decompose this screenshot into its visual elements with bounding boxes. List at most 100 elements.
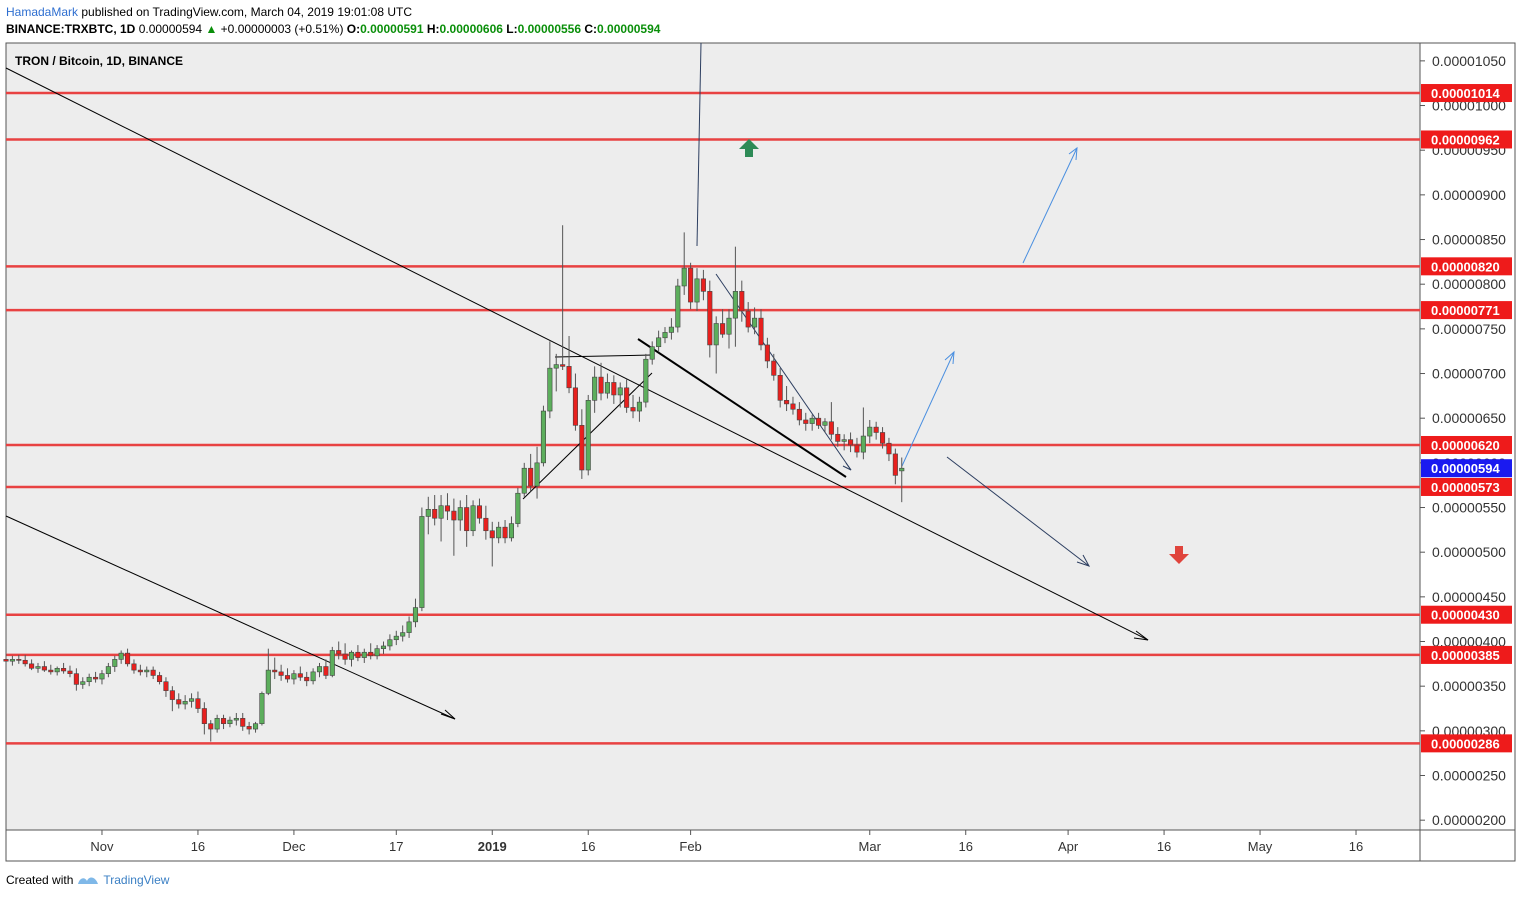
candle-down[interactable]: [848, 432, 854, 453]
candle-up[interactable]: [496, 521, 502, 544]
candle-down[interactable]: [342, 643, 348, 665]
candle-up[interactable]: [316, 662, 323, 678]
candle-up[interactable]: [86, 673, 92, 687]
candle-up[interactable]: [310, 668, 316, 685]
candle-down[interactable]: [796, 402, 802, 426]
candle-up[interactable]: [329, 646, 335, 678]
candle-up[interactable]: [540, 405, 546, 467]
candle-down[interactable]: [873, 421, 879, 440]
candle-up[interactable]: [732, 246, 738, 347]
candle-down[interactable]: [803, 412, 809, 431]
candle-down[interactable]: [208, 720, 214, 742]
candle-down[interactable]: [720, 309, 726, 338]
candle-down[interactable]: [336, 641, 342, 660]
candle-down[interactable]: [739, 280, 745, 322]
candle-up[interactable]: [515, 487, 521, 528]
candle-down[interactable]: [489, 521, 495, 567]
candle-down[interactable]: [48, 664, 54, 675]
candle-up[interactable]: [649, 341, 655, 365]
candle-up[interactable]: [547, 341, 553, 419]
candle-down[interactable]: [355, 645, 361, 662]
candle-down[interactable]: [451, 498, 457, 556]
candle-up[interactable]: [592, 366, 598, 413]
candle-down[interactable]: [566, 336, 572, 394]
candle-up[interactable]: [227, 716, 233, 728]
candle-down[interactable]: [771, 353, 777, 381]
candle-up[interactable]: [35, 662, 41, 673]
candle-up[interactable]: [118, 650, 124, 664]
candle-up[interactable]: [585, 394, 591, 476]
candle-up[interactable]: [438, 495, 444, 542]
candle-up[interactable]: [521, 462, 527, 497]
candle-down[interactable]: [3, 654, 9, 665]
candle-down[interactable]: [758, 309, 764, 351]
candle-up[interactable]: [419, 507, 425, 612]
candle-down[interactable]: [572, 373, 578, 431]
candle-down[interactable]: [886, 437, 892, 462]
candle-up[interactable]: [252, 721, 259, 733]
candle-down[interactable]: [220, 714, 227, 730]
candle-up[interactable]: [675, 278, 681, 333]
candle-up[interactable]: [617, 382, 623, 408]
candle-down[interactable]: [61, 662, 67, 674]
trendline-wedge-top[interactable]: [715, 273, 852, 471]
candle-up[interactable]: [265, 648, 271, 696]
candle-down[interactable]: [73, 668, 79, 691]
candle-up[interactable]: [604, 373, 610, 399]
candle-up[interactable]: [380, 641, 387, 655]
candle-up[interactable]: [54, 666, 60, 676]
candle-down[interactable]: [880, 427, 886, 449]
candle-down[interactable]: [272, 657, 278, 680]
candle-up[interactable]: [361, 648, 367, 663]
candle-down[interactable]: [278, 664, 284, 681]
candle-down[interactable]: [201, 702, 207, 735]
candle-down[interactable]: [150, 666, 156, 680]
candle-up[interactable]: [726, 309, 732, 349]
candle-down[interactable]: [157, 671, 163, 685]
trendline-upper[interactable]: [5, 67, 1149, 641]
candle-down[interactable]: [816, 412, 822, 429]
candle-up[interactable]: [182, 695, 188, 710]
candle-down[interactable]: [16, 654, 22, 664]
candle-down[interactable]: [304, 671, 310, 687]
candle-down[interactable]: [784, 386, 790, 412]
candle-up[interactable]: [214, 714, 220, 733]
time-axis-pane[interactable]: [5, 829, 1421, 862]
candle-up[interactable]: [112, 655, 118, 672]
candle-down[interactable]: [630, 394, 636, 419]
candle-up[interactable]: [668, 318, 674, 340]
candle-down[interactable]: [176, 693, 182, 709]
projection-down[interactable]: [946, 456, 1090, 567]
candle-up[interactable]: [860, 407, 866, 460]
candle-down[interactable]: [502, 520, 508, 544]
candle-up[interactable]: [553, 353, 559, 392]
candle-up[interactable]: [809, 414, 815, 431]
candle-up[interactable]: [393, 630, 399, 646]
candle-up[interactable]: [656, 330, 662, 353]
candle-up[interactable]: [899, 457, 905, 503]
candle-down[interactable]: [828, 402, 834, 440]
candle-up[interactable]: [636, 396, 642, 422]
candle-up[interactable]: [822, 418, 828, 433]
candle-up[interactable]: [694, 268, 700, 311]
candle-down[interactable]: [284, 668, 291, 683]
candle-up[interactable]: [259, 691, 265, 726]
author-link[interactable]: HamadaMark: [6, 5, 79, 19]
candle-down[interactable]: [246, 721, 252, 735]
candle-down[interactable]: [93, 671, 99, 683]
candle-up[interactable]: [681, 232, 687, 295]
candle-down[interactable]: [700, 269, 706, 301]
trendline-lower[interactable]: [5, 515, 456, 720]
candle-up[interactable]: [643, 353, 649, 408]
candle-up[interactable]: [233, 712, 239, 726]
projection-up-long[interactable]: [1022, 147, 1078, 264]
candle-up[interactable]: [406, 616, 412, 638]
candle-down[interactable]: [163, 677, 169, 697]
candle-up[interactable]: [752, 307, 758, 335]
candle-up[interactable]: [662, 327, 668, 344]
arrow-down-icon[interactable]: [1169, 546, 1189, 564]
candle-down[interactable]: [835, 427, 841, 447]
candle-up[interactable]: [9, 655, 15, 666]
